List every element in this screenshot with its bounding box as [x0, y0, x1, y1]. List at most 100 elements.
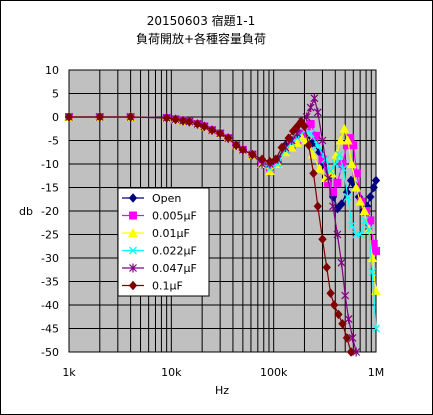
data-point — [284, 133, 293, 143]
data-point — [314, 163, 325, 173]
data-point — [313, 201, 322, 212]
data-point — [288, 126, 298, 136]
data-point — [238, 145, 248, 155]
data-point — [306, 129, 315, 138]
y-tick-label: 5 — [52, 88, 59, 101]
data-point — [322, 262, 331, 273]
data-point — [248, 149, 257, 160]
data-point — [356, 230, 365, 239]
chart-title-line-2: 負荷開放+各種容量負荷 — [136, 31, 266, 46]
x-tick-labels: 1k 10k 100k 1M — [62, 366, 384, 379]
data-point — [346, 347, 356, 357]
data-point — [351, 182, 361, 192]
data-point — [342, 333, 352, 343]
legend-swatch-marker — [129, 263, 137, 273]
data-point — [335, 150, 344, 159]
data-point — [171, 114, 180, 125]
legend-swatch-marker — [129, 246, 137, 255]
y-axis-label: db — [19, 205, 33, 218]
data-point — [326, 167, 335, 176]
x-tick-label: 1k — [62, 366, 76, 379]
data-point — [257, 154, 267, 165]
data-point — [306, 120, 315, 129]
data-point — [347, 221, 356, 230]
legend-label: 0.047μF — [152, 262, 197, 275]
data-point — [328, 188, 337, 197]
legend-swatch-marker — [128, 227, 138, 237]
y-tick-label: -45 — [41, 323, 59, 336]
legend-label: 0.005μF — [152, 210, 197, 223]
data-point — [352, 347, 361, 357]
data-point — [339, 123, 350, 133]
data-point — [367, 252, 378, 262]
data-point — [329, 201, 337, 211]
data-point — [342, 135, 353, 145]
data-point — [343, 192, 352, 201]
data-point — [126, 112, 135, 122]
data-point — [344, 314, 353, 324]
data-point — [359, 205, 370, 215]
data-point — [346, 158, 357, 168]
legend-item: 0.047μF — [122, 262, 197, 275]
legend: Open 0.005μF 0.01μF 0.022μF 0.047μF 0.1μF — [117, 187, 210, 297]
legend-label: 0.01μF — [152, 227, 190, 240]
data-point — [318, 234, 327, 244]
data-point — [369, 182, 378, 193]
legend-label: 0.1μF — [152, 280, 183, 293]
legend-item: Open — [122, 192, 181, 205]
x-tick-label: 10k — [161, 366, 182, 379]
chart-title-line-1: 20150603 宿題1-1 — [147, 13, 256, 28]
legend-label: Open — [152, 192, 181, 205]
legend-swatch-marker — [129, 211, 137, 220]
data-point — [346, 175, 356, 186]
data-point — [297, 133, 308, 143]
data-point — [193, 119, 202, 129]
data-point — [286, 142, 297, 152]
y-tick-label: 10 — [45, 64, 59, 77]
data-point — [349, 141, 358, 150]
data-point — [310, 93, 319, 103]
data-point — [372, 246, 380, 255]
data-point — [329, 300, 339, 310]
data-point — [185, 116, 194, 127]
data-point — [364, 225, 373, 234]
data-point — [95, 112, 104, 122]
data-point — [333, 203, 342, 214]
data-point — [318, 136, 327, 145]
data-point — [366, 192, 375, 202]
y-tick-label: -5 — [48, 135, 59, 148]
series-5 — [64, 112, 356, 357]
data-point — [231, 140, 241, 150]
data-point — [335, 135, 346, 145]
y-tick-label: 0 — [52, 111, 59, 124]
legend-swatch-marker — [128, 193, 138, 203]
x-tick-label: 100k — [260, 366, 288, 379]
data-point — [333, 178, 342, 187]
x-axis-label: Hz — [215, 384, 229, 397]
data-point — [371, 175, 381, 186]
data-point — [341, 291, 350, 301]
data-point — [331, 160, 340, 168]
data-point — [271, 154, 280, 165]
data-point — [162, 113, 171, 123]
data-point — [360, 216, 369, 225]
data-point — [215, 128, 225, 139]
y-tick-label: -35 — [41, 276, 59, 289]
data-point — [304, 140, 313, 150]
legend-label: 0.022μF — [152, 245, 197, 258]
data-point — [334, 309, 343, 320]
legend-item: 0.1μF — [122, 280, 183, 293]
data-point — [372, 324, 380, 333]
data-point — [292, 137, 303, 147]
legend-item: 0.005μF — [122, 210, 197, 223]
data-point — [337, 258, 346, 268]
legend-item: 0.022μF — [122, 245, 197, 258]
y-tick-labels: 10 5 0 -5 -10 -15 -20 -25 -30 -35 -40 -45 -50 — [41, 64, 59, 359]
data-point — [265, 156, 275, 167]
x-tick-label: 1M — [368, 366, 385, 379]
series-lines — [64, 93, 381, 357]
data-point — [339, 164, 348, 173]
data-point — [337, 199, 346, 209]
legend-swatch-marker — [128, 280, 138, 291]
data-point — [302, 112, 311, 122]
